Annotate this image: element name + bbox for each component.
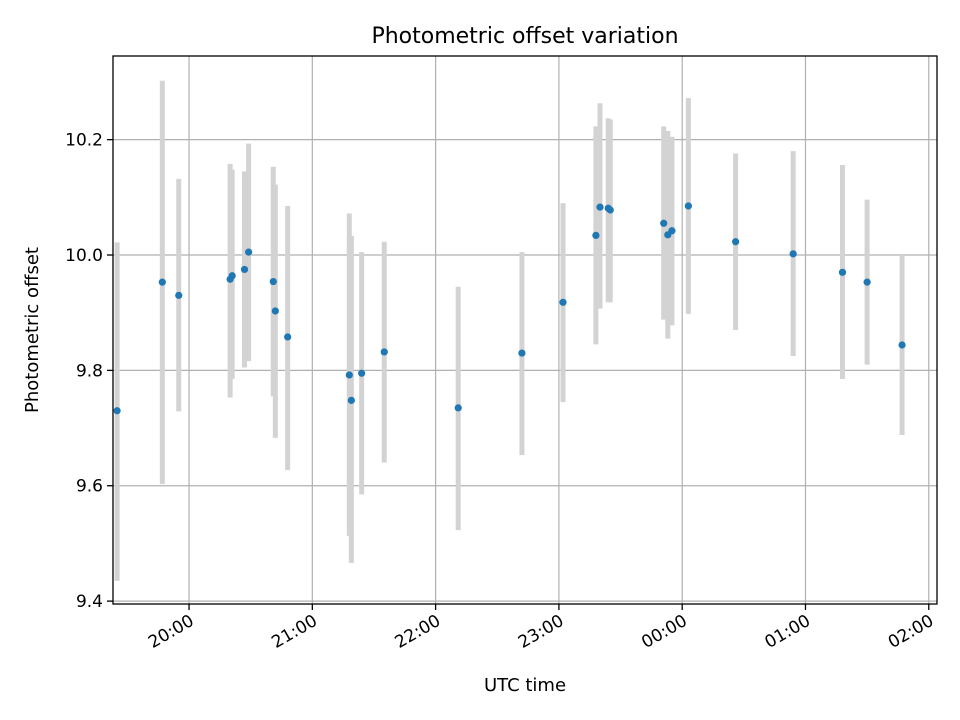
- data-point: [684, 202, 692, 210]
- x-axis: 20:00 21:00 22:00 23:00 00:00 01:00 02:00: [145, 604, 937, 653]
- y-tick-label: 10.0: [65, 246, 103, 266]
- data-point: [269, 277, 277, 286]
- error-bars: [114, 80, 905, 581]
- data-point: [380, 348, 388, 356]
- y-tick-label: 10.2: [65, 131, 103, 151]
- data-point: [660, 219, 668, 227]
- data-point: [240, 265, 249, 274]
- data-point: [228, 272, 236, 280]
- data-point: [592, 231, 600, 239]
- x-tick-label: 01:00: [762, 611, 814, 653]
- x-axis-label: UTC time: [484, 675, 566, 696]
- y-axis-label: Photometric offset: [22, 247, 43, 413]
- data-point: [596, 203, 604, 211]
- data-point: [838, 268, 847, 276]
- data-point: [668, 227, 676, 235]
- data-point: [358, 369, 366, 377]
- grid: [113, 56, 937, 604]
- y-tick-label: 9.8: [76, 361, 103, 381]
- data-point: [732, 238, 740, 246]
- x-tick-label: 22:00: [392, 611, 444, 653]
- data-point: [347, 396, 355, 404]
- data-point: [789, 250, 797, 258]
- data-point: [158, 278, 166, 286]
- data-point: [245, 248, 253, 256]
- x-tick-label: 23:00: [515, 611, 567, 653]
- plot-frame: [112, 55, 938, 605]
- y-axis: 9.4 9.6 9.8 10.0 10.2: [65, 131, 113, 612]
- x-tick-label: 21:00: [268, 611, 320, 653]
- data-point: [606, 206, 614, 214]
- x-tick-label: 00:00: [638, 611, 690, 653]
- data-point: [284, 333, 292, 341]
- data-point: [113, 407, 121, 415]
- data-point: [898, 341, 906, 349]
- data-point: [175, 291, 183, 299]
- data-point: [559, 298, 567, 306]
- y-tick-label: 9.4: [76, 592, 103, 612]
- x-tick-label: 02:00: [885, 611, 937, 653]
- data-point: [271, 307, 279, 315]
- chart-title: Photometric offset variation: [371, 24, 678, 49]
- data-point: [863, 278, 871, 286]
- data-point: [518, 349, 526, 357]
- x-tick-label: 20:00: [145, 611, 197, 653]
- data-point: [454, 404, 462, 412]
- data-points: [113, 202, 906, 415]
- y-tick-label: 9.6: [76, 477, 103, 497]
- data-point: [345, 371, 353, 379]
